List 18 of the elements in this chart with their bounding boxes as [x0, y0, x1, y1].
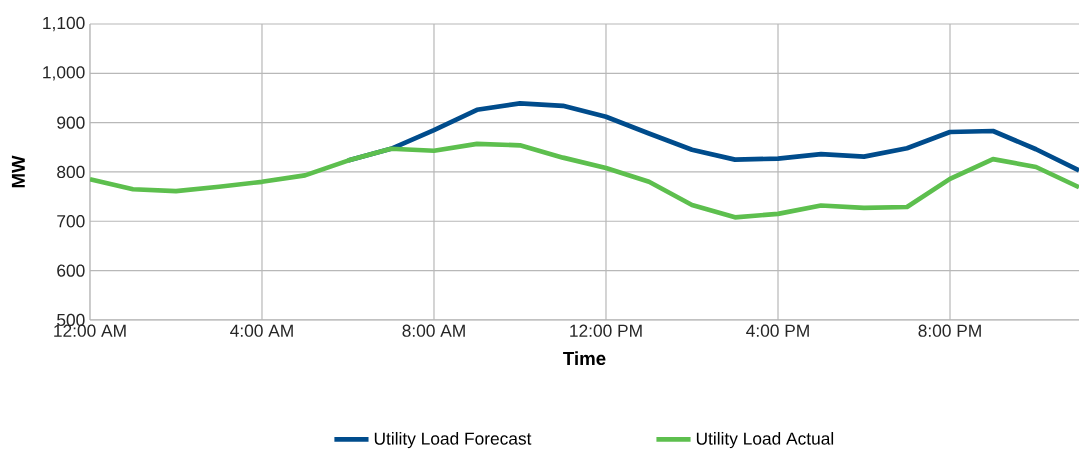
y-axis-title: MW	[11, 155, 25, 188]
x-tick-label: 12:00 AM	[54, 324, 126, 337]
legend-label: Utility Load Forecast	[374, 431, 532, 449]
x-tick-label: 4:00 AM	[230, 324, 293, 337]
line-series	[89, 141, 1079, 220]
y-tick-label: 700	[57, 215, 85, 228]
y-tick-label: 800	[57, 165, 85, 178]
x-tick-label: 4:00 PM	[746, 324, 809, 337]
x-axis-title: Time	[563, 351, 606, 365]
x-tick-label: 8:00 AM	[402, 324, 465, 337]
y-tick-label: 1,100	[43, 16, 85, 32]
y-tick-label: 600	[57, 264, 85, 277]
y-tick-label: 900	[57, 116, 85, 129]
x-tick-label: 8:00 PM	[918, 324, 981, 337]
legend-label: Utility Load Actual	[696, 431, 834, 449]
x-tick-label: 12:00 PM	[570, 324, 642, 337]
y-tick-label: 500	[57, 313, 85, 326]
y-tick-label: 1,000	[43, 66, 85, 81]
